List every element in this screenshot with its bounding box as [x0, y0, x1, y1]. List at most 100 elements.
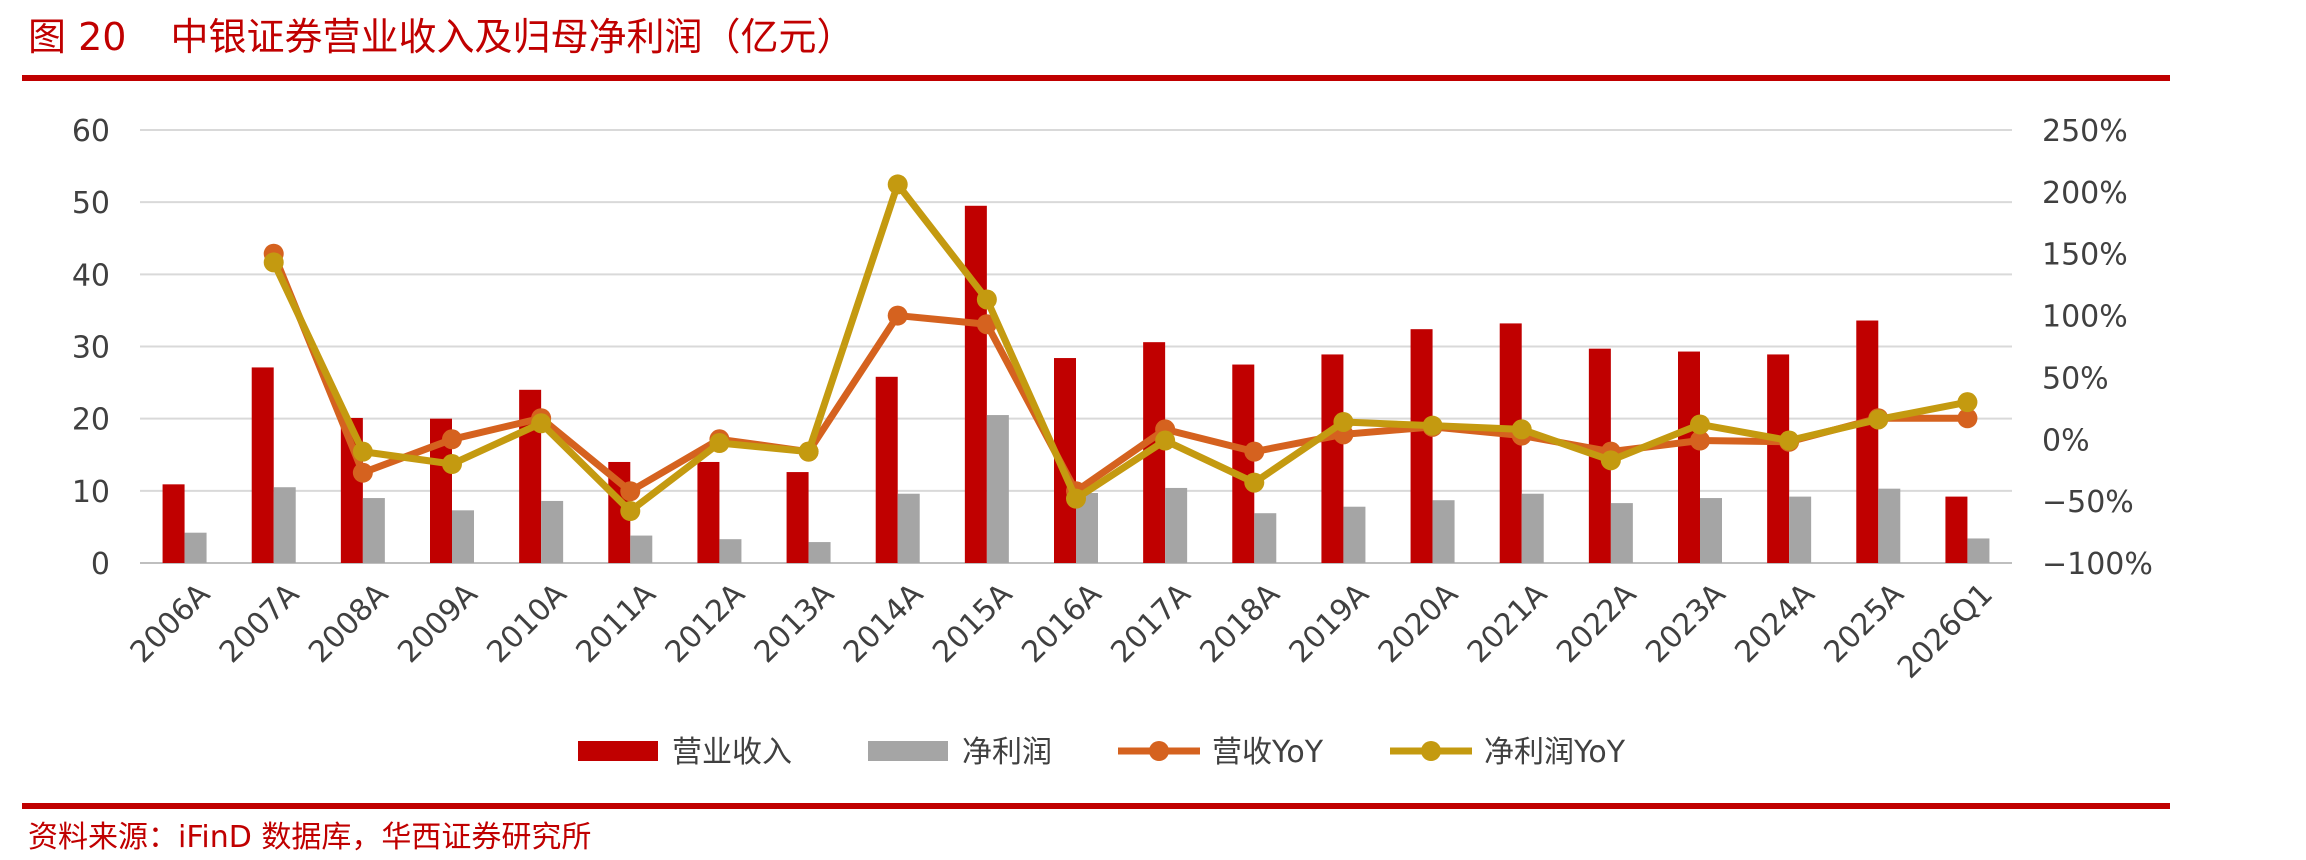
category-label: 2013A: [748, 576, 842, 670]
revenue-bar: [1054, 358, 1076, 563]
category-label: 2015A: [926, 576, 1020, 670]
net-profit-yoy-point: [1066, 488, 1086, 509]
net-profit-yoy-point: [1779, 430, 1800, 451]
revenue-bar: [697, 461, 720, 563]
net-profit-yoy-point: [352, 441, 373, 462]
net-profit-bar: [1165, 487, 1188, 563]
right-tick-label: 50%: [2042, 361, 2109, 396]
category-label: 2026Q1: [1891, 577, 2000, 686]
left-tick-label: 0: [91, 547, 110, 582]
net-profit-bar: [719, 539, 742, 563]
net-profit-bar: [1700, 498, 1722, 563]
bottom-divider: [22, 803, 2170, 809]
right-tick-label: 200%: [2042, 176, 2128, 211]
net-profit-yoy-point: [798, 441, 819, 462]
revenue-yoy-point: [1690, 430, 1710, 451]
net-profit-bar: [362, 498, 385, 563]
net-profit-yoy-point: [1957, 392, 1978, 413]
revenue-yoy-point: [620, 481, 641, 502]
legend-label: 净利润YoY: [1484, 735, 1626, 770]
category-label: 2019A: [1283, 576, 1377, 670]
left-axis: 0 10 20 30 40 50 60: [72, 114, 110, 582]
legend-label: 净利润: [962, 735, 1052, 770]
category-label: 2024A: [1728, 576, 1822, 670]
right-tick-label: 0%: [2042, 423, 2090, 458]
right-tick-label: 100%: [2042, 300, 2128, 335]
net-profit-yoy-point: [1422, 415, 1443, 436]
right-tick-label: −100%: [2042, 547, 2153, 582]
category-label: 2011A: [570, 576, 664, 670]
revenue-bar: [430, 418, 452, 563]
legend-marker: [1421, 741, 1441, 761]
net-profit-yoy-point: [1333, 411, 1354, 432]
net-profit-bar: [630, 535, 653, 563]
revenue-bar: [1232, 364, 1255, 563]
category-label: 2018A: [1194, 576, 1288, 670]
revenue-bar: [1678, 351, 1700, 563]
net-profit-yoy-point: [442, 454, 462, 475]
revenue-bar: [1499, 323, 1522, 563]
category-label: 2017A: [1104, 576, 1198, 670]
revenue-bar: [1143, 342, 1166, 563]
category-label: 2009A: [391, 576, 485, 670]
left-tick-label: 10: [72, 475, 110, 510]
right-axis: −100% −50% 0% 50% 100% 150% 200% 250%: [2042, 114, 2153, 582]
net-profit-bar: [184, 532, 207, 563]
net-profit-bar: [1967, 538, 1990, 563]
category-label: 2010A: [480, 576, 574, 670]
category-label: 2016A: [1015, 576, 1109, 670]
net-profit-bar: [1432, 500, 1455, 563]
legend-swatch: [868, 741, 948, 761]
net-profit-bar: [986, 415, 1009, 563]
net-profit-yoy-point: [531, 413, 552, 434]
figure-title-text: 中银证券营业收入及归母净利润（亿元）: [170, 15, 855, 59]
revenue-bar: [1410, 329, 1433, 563]
revenue-yoy-point: [976, 314, 997, 335]
net-profit-bar: [1521, 493, 1544, 563]
category-label: 2014A: [837, 576, 931, 670]
net-profit-yoy-point: [1244, 472, 1265, 493]
right-tick-label: 150%: [2042, 238, 2128, 273]
category-labels: 2006A2007A2008A2009A2010A2011A2012A2013A…: [124, 576, 2000, 685]
net-profit-yoy-point: [1511, 419, 1532, 440]
net-profit-bar: [897, 493, 920, 563]
net-profit-bar: [1610, 503, 1633, 563]
revenue-bar: [1767, 354, 1790, 563]
left-tick-label: 40: [72, 258, 110, 293]
net-profit-bar: [1254, 513, 1277, 563]
revenue-yoy-point: [1957, 408, 1978, 429]
revenue-yoy-point: [1244, 441, 1265, 462]
category-label: 2007A: [213, 576, 307, 670]
revenue-bar: [1321, 354, 1344, 563]
combo-chart: 0 10 20 30 40 50 60 −100% −50% 0% 50% 100% 150% 200%…: [72, 114, 2153, 770]
series-revenue-bars: [162, 205, 1968, 563]
net-profit-yoy-point: [976, 289, 997, 310]
net-profit-bar: [1076, 492, 1098, 563]
revenue-bar: [786, 472, 809, 563]
legend-swatch: [578, 741, 658, 761]
revenue-bar: [162, 484, 185, 563]
left-tick-label: 50: [72, 186, 110, 221]
net-profit-yoy-point: [1868, 409, 1889, 430]
net-profit-bar: [1878, 488, 1901, 563]
legend-label: 营业收入: [672, 735, 792, 770]
net-profit-bar: [452, 510, 474, 563]
top-divider: [22, 75, 2170, 81]
revenue-bar: [964, 205, 987, 563]
category-label: 2023A: [1639, 576, 1733, 670]
series-net-profit-yoy-line: [263, 174, 1978, 522]
net-profit-yoy-point: [1155, 430, 1176, 451]
category-label: 2012A: [659, 576, 753, 670]
net-profit-yoy-point: [263, 252, 284, 273]
left-tick-label: 30: [72, 331, 110, 366]
revenue-yoy-point: [442, 429, 462, 450]
net-profit-yoy-point: [887, 174, 908, 195]
net-profit-bar: [1789, 496, 1812, 563]
revenue-bar: [875, 376, 898, 563]
revenue-yoy-point: [352, 462, 373, 483]
revenue-yoy-point: [887, 305, 908, 326]
revenue-bar: [1856, 320, 1879, 563]
net-profit-yoy-point: [1600, 450, 1621, 471]
net-profit-bar: [1343, 506, 1366, 563]
net-profit-bar: [273, 487, 296, 563]
